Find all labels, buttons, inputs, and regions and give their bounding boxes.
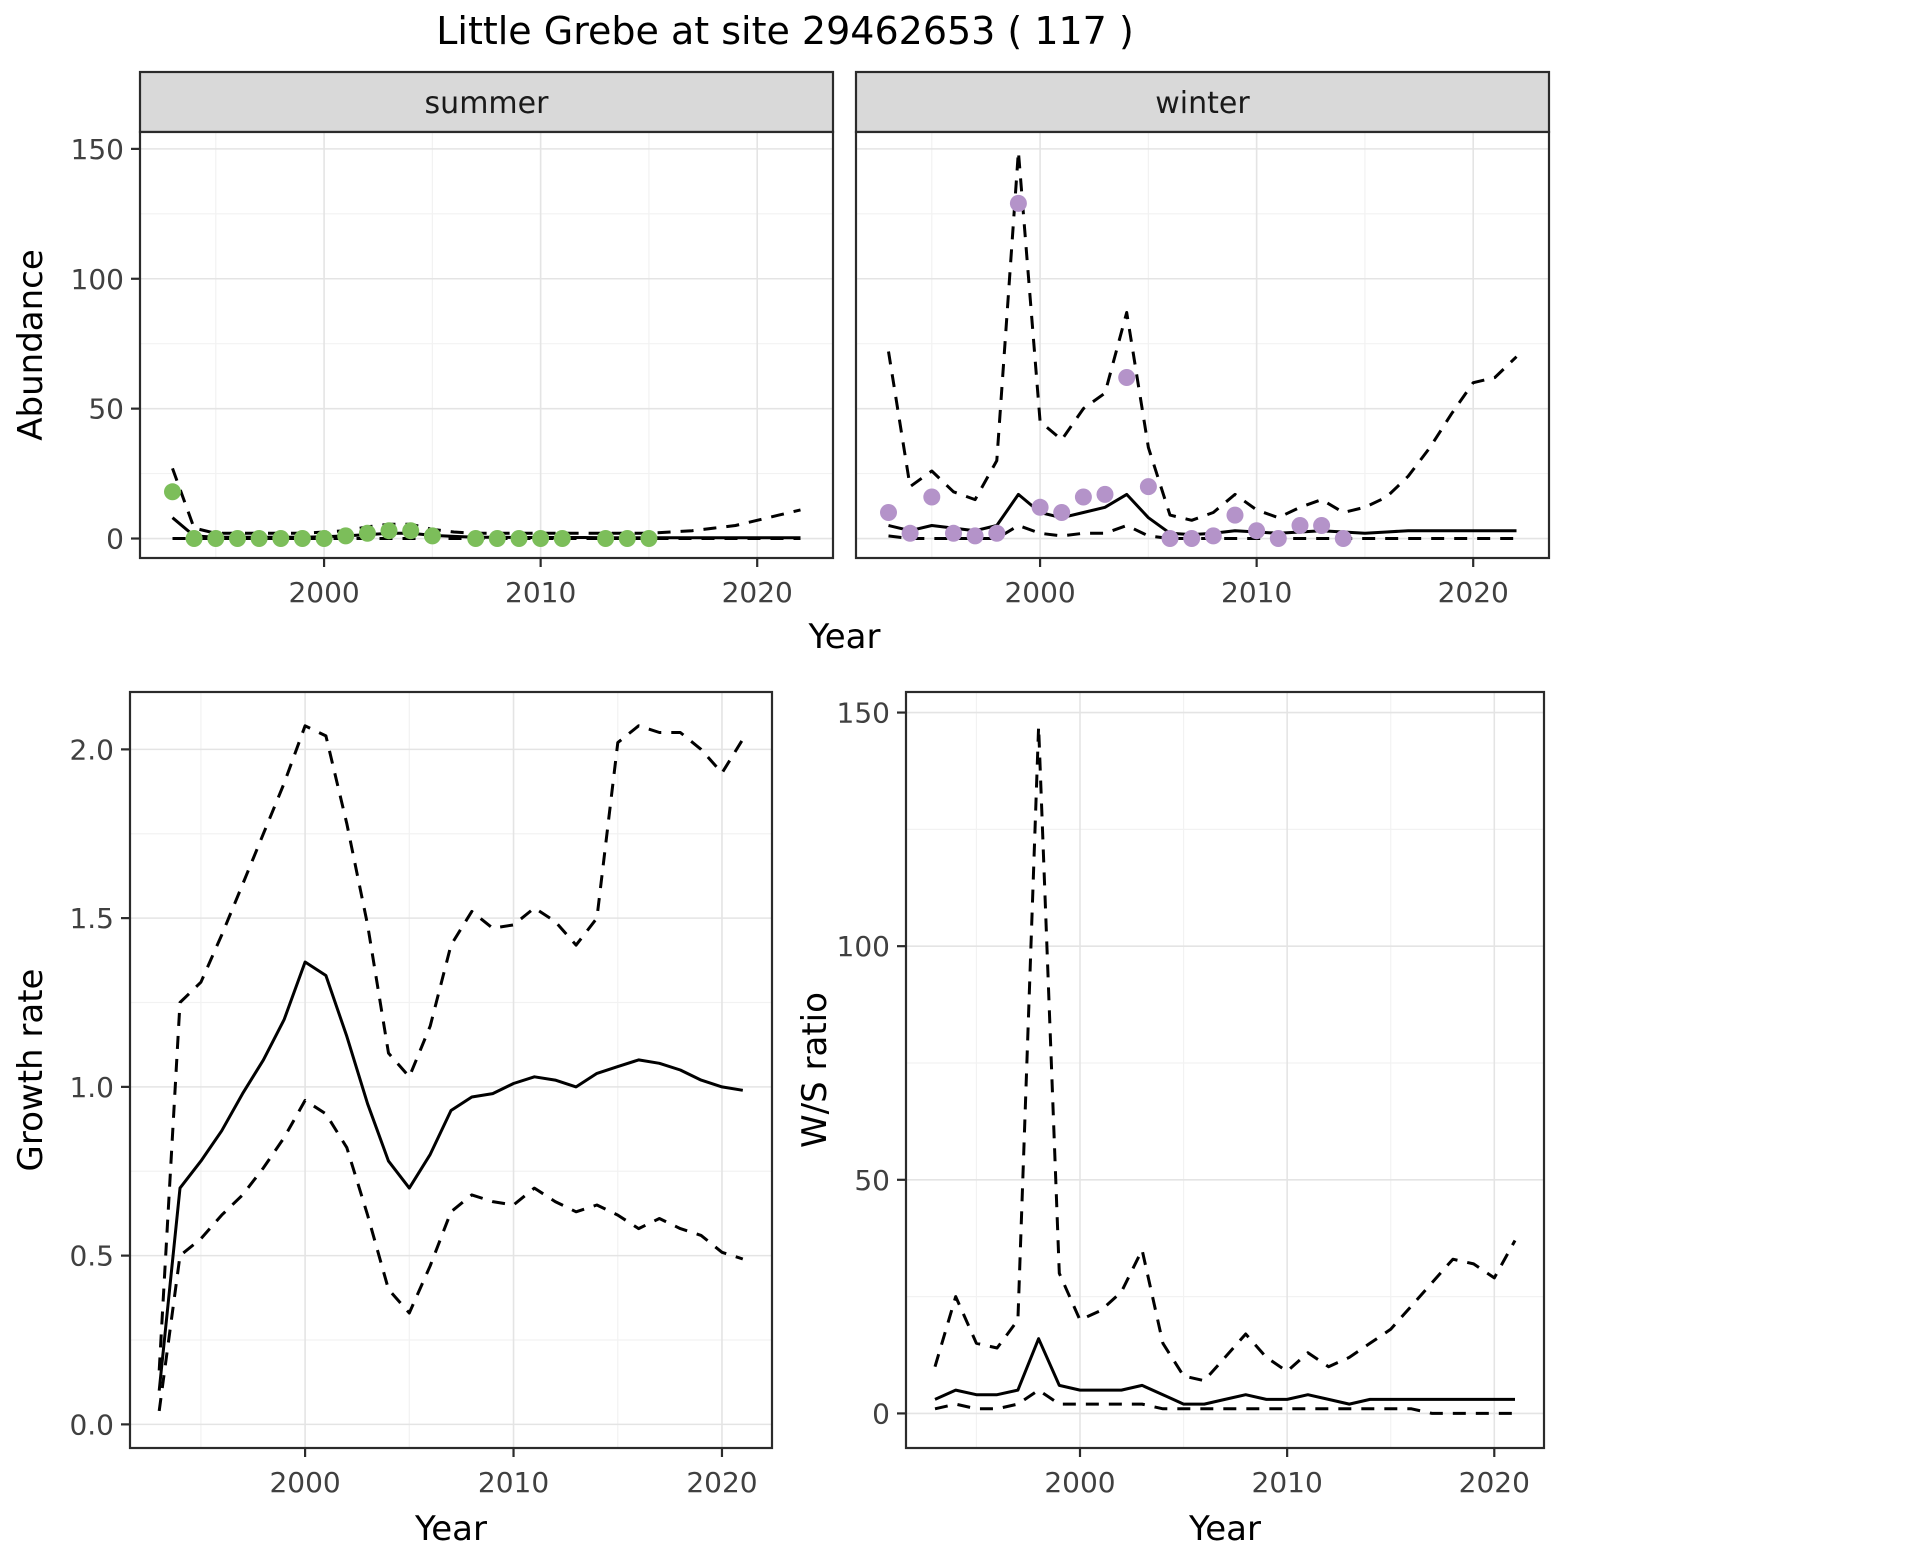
y-axis-tick-label: 150 bbox=[837, 697, 890, 730]
observation-point bbox=[1334, 530, 1352, 547]
observation-point bbox=[988, 524, 1006, 542]
series-layer bbox=[128, 130, 1551, 1450]
observation-point bbox=[358, 524, 376, 542]
x-axis-tick-label: 2020 bbox=[1438, 576, 1509, 609]
x-axis-tick-label: 2010 bbox=[1221, 576, 1292, 609]
observation-point bbox=[880, 504, 897, 521]
observation-point bbox=[293, 530, 311, 547]
observation-point bbox=[315, 530, 333, 547]
observation-point bbox=[164, 483, 181, 501]
observation-point bbox=[1313, 517, 1331, 534]
panel-background bbox=[856, 132, 1549, 558]
observation-point bbox=[901, 524, 919, 542]
observation-point bbox=[1096, 485, 1114, 503]
observation-point bbox=[923, 488, 941, 506]
panel-background bbox=[906, 692, 1544, 1448]
observation-point bbox=[1226, 506, 1244, 524]
observation-point bbox=[207, 530, 225, 547]
observation-point bbox=[1139, 478, 1157, 496]
observation-point bbox=[640, 530, 658, 547]
y-axis-tick-label: 0.5 bbox=[69, 1240, 114, 1273]
observation-point bbox=[1161, 530, 1179, 547]
y-axis-tick-label: 1.0 bbox=[69, 1071, 114, 1104]
panel-border bbox=[904, 690, 1546, 1450]
y-axis-tick-label: 0 bbox=[872, 1397, 890, 1430]
observation-point bbox=[1074, 488, 1092, 506]
observation-point bbox=[1053, 504, 1071, 521]
abundance-x-axis-title: Year bbox=[808, 617, 881, 657]
y-axis-tick-label: 1.5 bbox=[69, 902, 114, 935]
observation-point bbox=[1031, 498, 1049, 516]
y-axis-tick-label: 0.0 bbox=[69, 1408, 114, 1441]
growth-rate-y-axis-title: Growth rate bbox=[11, 969, 51, 1172]
x-axis-tick-label: 2000 bbox=[1044, 1466, 1115, 1499]
x-axis-tick-label: 2000 bbox=[288, 576, 359, 609]
observation-point bbox=[467, 530, 485, 547]
y-axis-tick-label: 0 bbox=[106, 523, 124, 556]
y-axis-tick-label: 100 bbox=[71, 263, 124, 296]
grid-layer bbox=[130, 70, 1551, 1448]
y-axis-tick-label: 100 bbox=[837, 930, 890, 963]
ci-upper-line bbox=[933, 725, 1517, 1383]
observation-point bbox=[510, 530, 528, 547]
facet-strip-label-summer: summer bbox=[425, 86, 550, 121]
panel-border bbox=[854, 130, 1551, 560]
y-axis-tick-label: 2.0 bbox=[69, 733, 114, 766]
observation-point bbox=[532, 530, 550, 547]
trend-line bbox=[934, 1337, 1515, 1406]
ci-upper-line bbox=[887, 150, 1518, 522]
observation-point bbox=[618, 530, 636, 547]
x-axis-tick-label: 2000 bbox=[269, 1466, 340, 1499]
y-axis-tick-label: 50 bbox=[854, 1164, 890, 1197]
x-axis-tick-label: 2010 bbox=[505, 576, 576, 609]
observation-point bbox=[966, 527, 984, 545]
observation-point bbox=[1009, 194, 1027, 212]
x-axis-tick-label: 2010 bbox=[478, 1466, 549, 1499]
observation-point bbox=[1248, 522, 1266, 540]
abundance-y-axis-title: Abundance bbox=[11, 249, 51, 441]
facet-strip bbox=[854, 70, 1551, 134]
y-axis-tick-label: 150 bbox=[71, 133, 124, 166]
trend-line bbox=[157, 960, 744, 1391]
observation-point bbox=[337, 527, 355, 545]
plot-title: Little Grebe at site 29462653 ( 117 ) bbox=[436, 9, 1134, 53]
ci-lower-line bbox=[934, 1388, 1515, 1415]
observation-point bbox=[1204, 527, 1222, 545]
panel-background bbox=[140, 132, 833, 558]
observation-point bbox=[272, 530, 290, 547]
observation-point bbox=[945, 524, 962, 542]
ws-ratio-y-axis-title: W/S ratio bbox=[795, 992, 835, 1148]
observation-point bbox=[1118, 369, 1136, 386]
observation-point bbox=[229, 530, 246, 547]
panel-background bbox=[130, 692, 772, 1448]
observation-point bbox=[1291, 517, 1309, 534]
x-axis-tick-label: 2000 bbox=[1004, 576, 1075, 609]
x-axis-tick-label: 2020 bbox=[686, 1466, 757, 1499]
x-axis-tick-label: 2020 bbox=[1459, 1466, 1530, 1499]
observation-point bbox=[1269, 530, 1287, 547]
panel-border bbox=[138, 130, 835, 560]
observation-point bbox=[553, 530, 571, 547]
y-axis-tick-label: 50 bbox=[88, 393, 124, 426]
axes-layer: 2000 2010 2020 0 50 100 150 2000 2010 2020 2000 201… bbox=[69, 133, 1529, 1499]
ci-upper-line bbox=[157, 724, 745, 1371]
x-axis-tick-label: 2010 bbox=[1252, 1466, 1323, 1499]
observation-point bbox=[185, 530, 203, 547]
observation-point bbox=[488, 530, 506, 547]
facet-strip-label-winter: winter bbox=[1155, 86, 1250, 121]
observation-point bbox=[423, 527, 441, 545]
growth-rate-x-axis-title: Year bbox=[414, 1509, 487, 1549]
text-layer: Little Grebe at site 29462653 ( 117 ) su… bbox=[11, 9, 1261, 1549]
facet-strip bbox=[138, 70, 835, 134]
observation-point bbox=[1183, 530, 1201, 547]
observation-point bbox=[402, 522, 420, 540]
observation-point bbox=[597, 530, 615, 547]
observation-point bbox=[250, 530, 268, 547]
ws-ratio-x-axis-title: Year bbox=[1188, 1509, 1261, 1549]
x-axis-tick-label: 2020 bbox=[722, 576, 793, 609]
panel-border bbox=[128, 690, 774, 1450]
observation-point bbox=[380, 522, 398, 540]
